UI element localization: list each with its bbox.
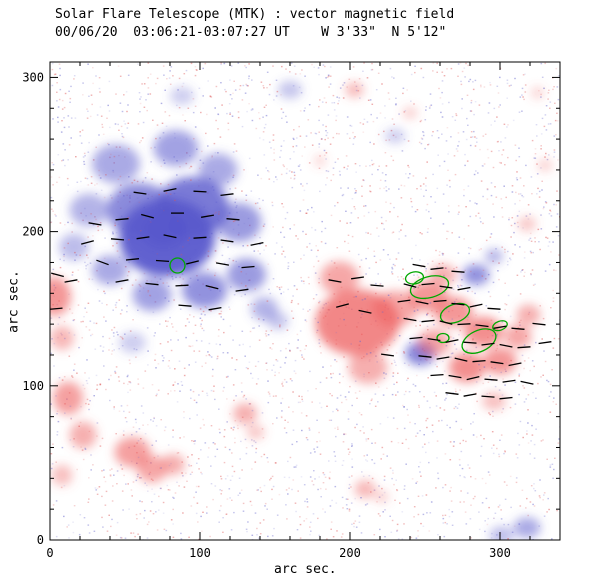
x-tick-label: 0 <box>46 546 53 560</box>
y-tick-label: 200 <box>22 225 44 239</box>
axes-layer: 0 100 200 300 0 100 200 300 <box>22 61 561 560</box>
noise-over-layer <box>50 62 560 540</box>
x-tick-label: 300 <box>489 546 511 560</box>
y-axis-label: arc sec. <box>6 270 22 333</box>
figure-subtitle: 00/06/20 03:06:21-03:07:27 UT W 3'33" N … <box>55 25 447 40</box>
x-axis-label: arc sec. <box>274 562 337 577</box>
vector-layer <box>50 187 552 400</box>
noise-under-layer <box>50 62 560 540</box>
x-tick-label: 100 <box>189 546 211 560</box>
contour-layer <box>169 257 508 354</box>
figure-title: Solar Flare Telescope (MTK) : vector mag… <box>55 7 455 22</box>
polarity-blob-layer <box>50 80 553 540</box>
y-tick-label: 0 <box>37 533 44 547</box>
x-tick-label: 200 <box>339 546 361 560</box>
y-tick-label: 100 <box>22 379 44 393</box>
y-tick-label: 300 <box>22 70 44 84</box>
